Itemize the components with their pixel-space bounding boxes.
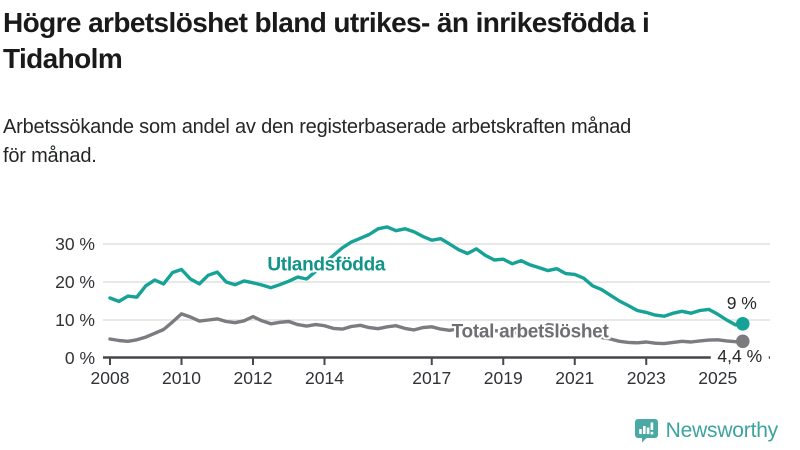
series-line-total-arbetsl-shet xyxy=(108,312,745,346)
end-label-utlandsf-dda: 9 % xyxy=(727,293,757,313)
x-axis-tick-label: 2008 xyxy=(91,368,130,388)
y-axis-tick-label: 10 % xyxy=(55,310,95,330)
end-label-total-arbetsl-shet: 4,4 % xyxy=(717,346,762,366)
end-label-backdrop xyxy=(710,348,769,366)
x-axis-tick-label: 2012 xyxy=(234,368,273,388)
page-title: Högre arbetslöshet bland utrikes- än inr… xyxy=(3,7,650,74)
brand-name: Newsworthy xyxy=(665,418,779,442)
newsworthy-logo: Newsworthy xyxy=(634,418,778,443)
end-dot-utlandsf-dda xyxy=(735,317,750,331)
line-chart: 0 % 10 % 20 % 30 % 2008 2010 2012 2014 2017 2019 2… xyxy=(55,225,770,388)
newsworthy-bubble-chart-icon xyxy=(634,419,658,443)
x-axis-tick-label: 2023 xyxy=(627,368,666,388)
x-axis-tick-label: 2017 xyxy=(412,368,451,388)
y-axis-tick-label: 20 % xyxy=(55,272,95,292)
series-line-utlandsf-dda xyxy=(108,225,745,327)
x-axis-tick-label: 2021 xyxy=(555,368,594,388)
x-axis-tick-label: 2010 xyxy=(162,368,201,388)
series-label-total-arbetsl-shet: Total arbetslöshet xyxy=(452,322,610,343)
x-axis-tick-label: 2014 xyxy=(305,368,344,388)
x-axis-tick-label: 2019 xyxy=(484,368,523,388)
end-dot-total-arbetsl-shet xyxy=(735,334,750,349)
page-subtitle: Arbetssökande som andel av den registerb… xyxy=(3,116,632,167)
y-axis-tick-label: 0 % xyxy=(65,348,95,368)
y-axis-tick-label: 30 % xyxy=(55,234,95,254)
series-label-utlandsf-dda: Utlandsfödda xyxy=(267,255,386,276)
x-axis-tick-label: 2025 xyxy=(698,368,737,388)
